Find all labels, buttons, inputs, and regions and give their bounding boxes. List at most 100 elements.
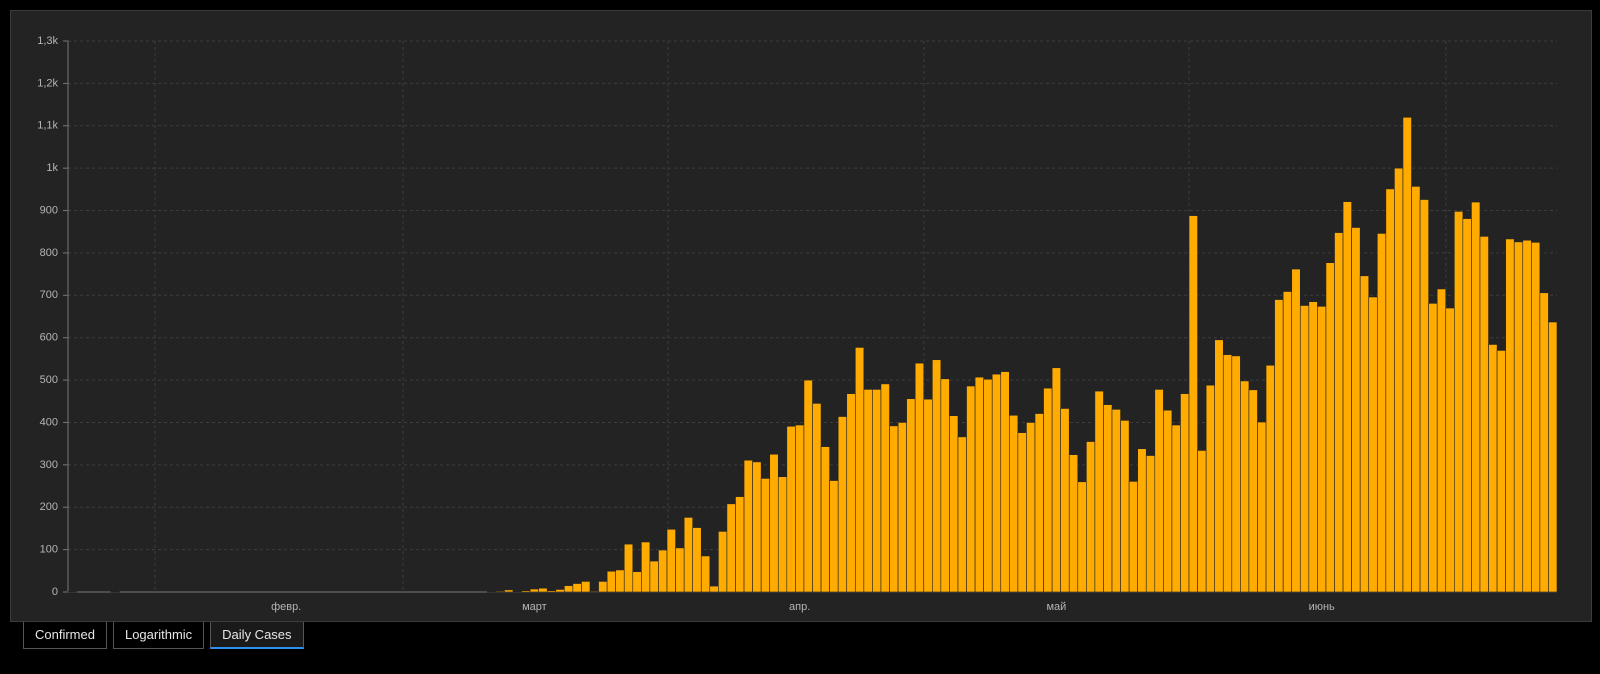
bar xyxy=(615,569,625,593)
bar xyxy=(1017,432,1027,593)
bar xyxy=(1308,301,1318,593)
bar xyxy=(760,478,771,593)
bar xyxy=(589,590,599,593)
bar xyxy=(1522,239,1532,593)
bar xyxy=(1325,262,1335,593)
bar xyxy=(1222,354,1233,593)
y-tick-label: 1k xyxy=(46,162,58,174)
bar xyxy=(932,359,942,593)
bar xyxy=(786,425,796,593)
chart: 0 100 200 300 400 500 600 700 800 900 1k 1,1k 1,2k 1,… xyxy=(37,35,1558,613)
bar xyxy=(846,393,856,593)
bar xyxy=(521,590,531,593)
bar xyxy=(1436,288,1447,593)
bar xyxy=(1171,424,1181,593)
bar xyxy=(1539,292,1549,593)
bar xyxy=(1120,420,1130,593)
bar xyxy=(700,555,711,593)
bar xyxy=(581,581,591,593)
y-tick-label: 300 xyxy=(40,459,58,471)
bar xyxy=(495,590,505,593)
bar xyxy=(1137,448,1147,593)
bar xyxy=(1197,450,1207,593)
bar xyxy=(991,373,1002,593)
y-tick-label: 0 xyxy=(52,586,58,598)
bar xyxy=(923,398,933,593)
bar xyxy=(546,590,557,593)
bar xyxy=(940,378,950,593)
bar xyxy=(1454,211,1464,593)
bar xyxy=(1214,339,1224,593)
tab[interactable]: Daily Cases xyxy=(210,622,304,649)
x-tick-label: март xyxy=(522,601,547,613)
bar xyxy=(658,549,668,593)
y-tick-label: 400 xyxy=(40,416,58,428)
y-tick-label: 500 xyxy=(40,374,58,386)
bar xyxy=(1034,413,1044,593)
bar xyxy=(1086,441,1096,593)
bar xyxy=(1231,355,1241,593)
y-tick-label: 700 xyxy=(40,289,58,301)
bar xyxy=(1317,306,1327,593)
bar xyxy=(1128,481,1138,593)
bar xyxy=(1103,404,1113,593)
bar xyxy=(1009,414,1019,593)
bar xyxy=(1094,390,1104,593)
bar xyxy=(606,570,616,593)
bar xyxy=(1051,367,1061,593)
y-tick-label: 800 xyxy=(40,247,58,259)
bar xyxy=(880,383,890,593)
bar xyxy=(752,461,762,593)
bar xyxy=(623,543,634,593)
bar xyxy=(1359,275,1370,593)
bar xyxy=(1342,201,1352,593)
y-tick-label: 1,2k xyxy=(37,77,58,89)
tab-bar: Confirmed Logarithmic Daily Cases xyxy=(23,622,304,649)
month-grid xyxy=(154,41,1447,592)
bar xyxy=(914,362,925,593)
bar xyxy=(1419,199,1429,593)
bar xyxy=(1428,303,1438,593)
bar xyxy=(1479,236,1489,593)
bar xyxy=(572,583,582,593)
bar xyxy=(1111,409,1121,593)
bar xyxy=(1488,344,1498,593)
bar xyxy=(1060,408,1070,593)
bar xyxy=(1411,186,1421,593)
y-tick-label: 900 xyxy=(40,204,58,216)
bar xyxy=(1334,232,1344,593)
bar xyxy=(564,585,574,593)
bar xyxy=(966,385,976,593)
y-tick-label: 200 xyxy=(40,501,58,513)
bar xyxy=(709,585,719,593)
bar xyxy=(1180,393,1190,593)
bar xyxy=(820,446,830,593)
y-tick-label: 600 xyxy=(40,332,58,344)
bar xyxy=(504,589,514,593)
bar xyxy=(675,547,685,593)
bar xyxy=(889,425,899,593)
bar xyxy=(906,398,916,593)
bar xyxy=(1376,233,1387,593)
bar xyxy=(1445,307,1455,593)
bar xyxy=(632,571,642,593)
bar xyxy=(718,531,728,593)
bar xyxy=(1291,268,1301,593)
tab[interactable]: Logarithmic xyxy=(112,622,205,649)
bar xyxy=(743,459,753,593)
bar xyxy=(1145,455,1156,593)
bar xyxy=(872,389,882,593)
tab[interactable]: Confirmed xyxy=(23,622,107,649)
bar xyxy=(529,588,539,593)
bar xyxy=(1077,481,1087,593)
bar xyxy=(1462,218,1472,593)
bar xyxy=(803,379,813,593)
bar xyxy=(1351,227,1361,593)
bar xyxy=(1513,241,1524,593)
bar xyxy=(949,415,959,593)
y-tick-label: 1,1k xyxy=(37,120,58,132)
y-tick-label: 1,3k xyxy=(37,35,58,47)
bar xyxy=(837,416,848,593)
bar xyxy=(769,453,779,593)
